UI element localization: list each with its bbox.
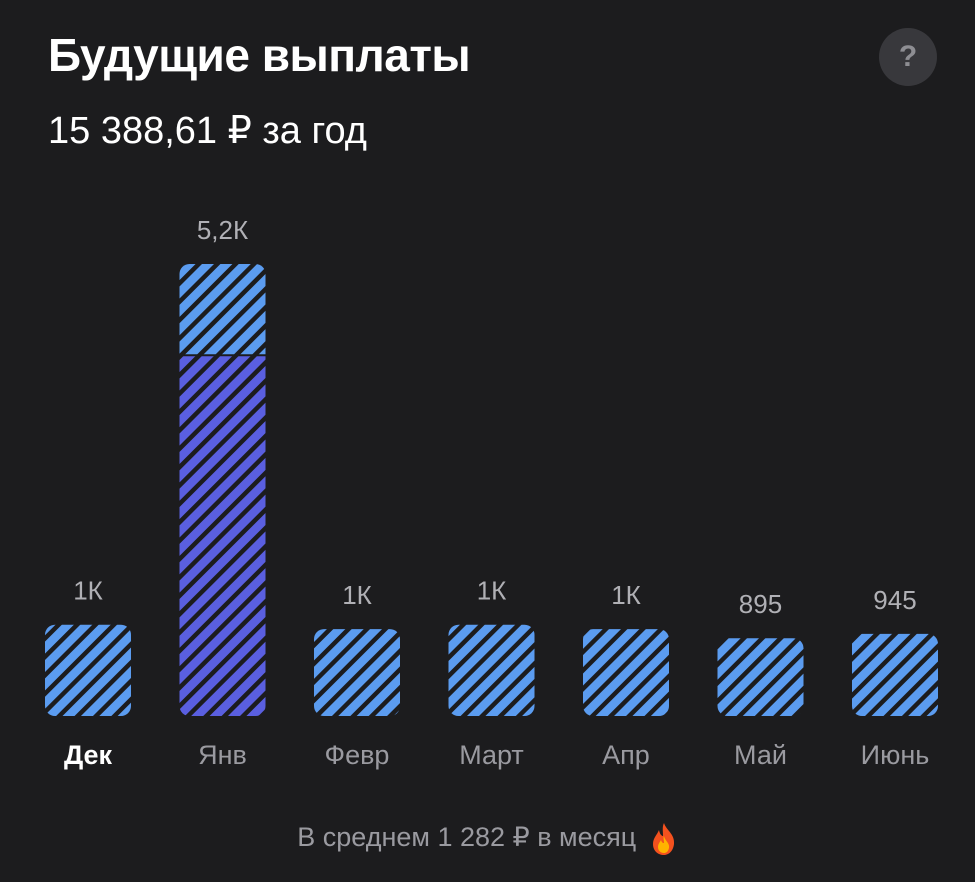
- bar-6[interactable]: [717, 638, 804, 716]
- page-title: Будущие выплаты: [48, 29, 471, 81]
- category-label[interactable]: Февр: [325, 740, 390, 770]
- category-label[interactable]: Апр: [602, 740, 650, 770]
- value-label: 1К: [73, 576, 103, 606]
- payouts-bar-chart: 1К Дек 5,2К Янв 1К Февр 1К Март 1К Апр 895 Май 945 Ию…: [45, 215, 938, 770]
- bar-3[interactable]: [314, 629, 400, 716]
- question-icon: ?: [898, 40, 918, 73]
- bar-2[interactable]: [179, 264, 266, 716]
- yearly-total: 15 388,61 ₽ за год: [48, 110, 367, 152]
- bar-1[interactable]: [45, 624, 131, 716]
- value-label: 945: [873, 585, 916, 615]
- category-label[interactable]: Май: [734, 740, 787, 770]
- bar-7[interactable]: [852, 633, 938, 716]
- help-button[interactable]: ?: [879, 28, 937, 86]
- bar-segment-bottom: [179, 355, 266, 716]
- bar-4[interactable]: [448, 624, 535, 716]
- value-label: 895: [739, 589, 782, 619]
- monthly-average: В среднем 1 282 ₽ в месяц: [0, 822, 975, 856]
- category-label[interactable]: Июнь: [861, 740, 930, 770]
- monthly-average-text: В среднем 1 282 ₽ в месяц: [297, 822, 637, 853]
- value-label: 5,2К: [197, 215, 248, 245]
- bar-segment-top: [179, 264, 266, 356]
- category-label[interactable]: Дек: [64, 740, 113, 770]
- value-label: 1К: [342, 580, 372, 610]
- category-label[interactable]: Янв: [198, 740, 247, 770]
- fire-icon: [652, 823, 674, 855]
- bar-5[interactable]: [583, 629, 669, 716]
- value-label: 1К: [477, 576, 507, 606]
- category-label[interactable]: Март: [459, 740, 524, 770]
- value-label: 1К: [611, 580, 641, 610]
